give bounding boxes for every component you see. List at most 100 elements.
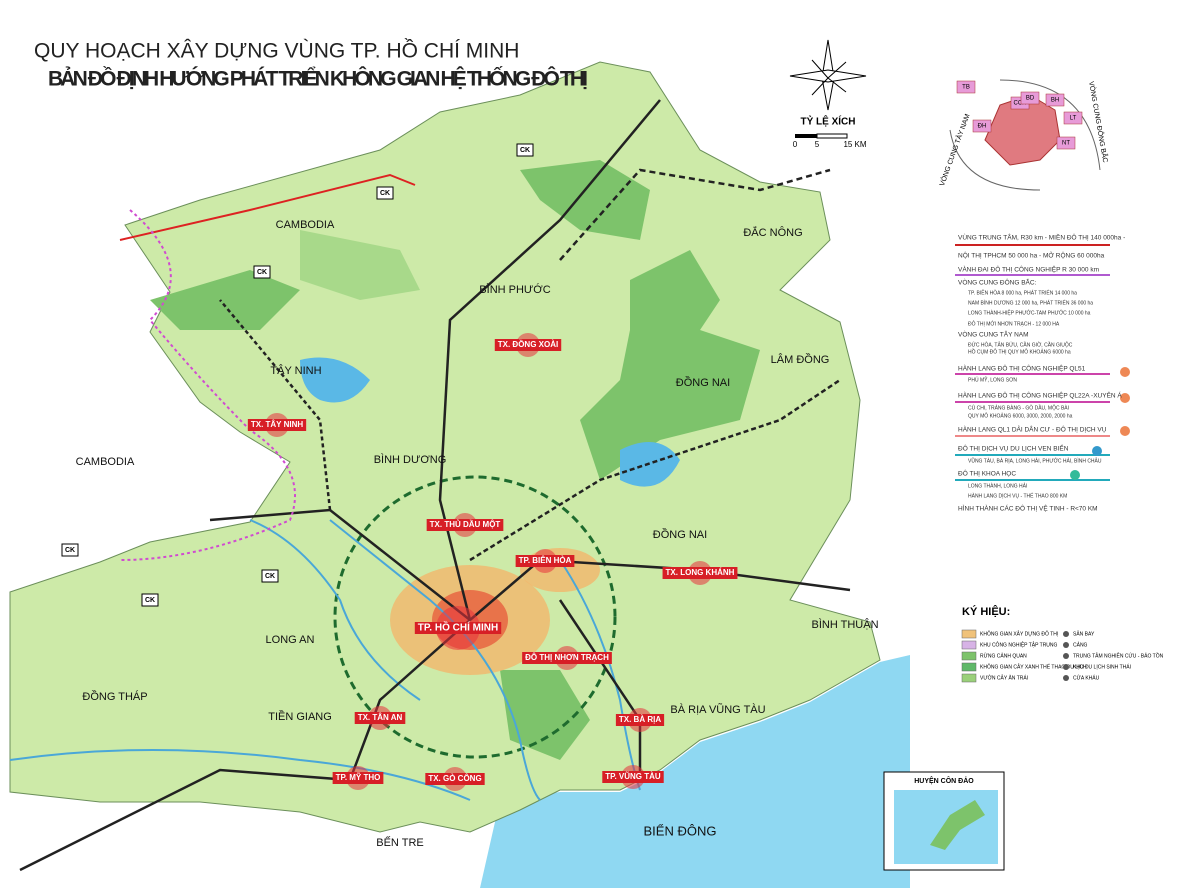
road	[219, 299, 332, 511]
note: HÀNH LANG ĐÔ THỊ CÔNG NGHIỆP QL22A -XUYÊ…	[958, 391, 1122, 400]
region-label: ĐỒNG NAI	[676, 376, 730, 389]
note: HÀNH LANG QL1 DẢI DÂN CƯ - ĐÔ THỊ DỊCH V…	[958, 425, 1107, 434]
border-gate-label: CK	[257, 269, 267, 276]
city-label: TX. ĐỒNG XOÀI	[498, 339, 558, 349]
legend-item: RỪNG CẢNH QUAN	[980, 652, 1027, 659]
city-label: TX. TÂY NINH	[251, 420, 304, 429]
legend-symbol	[1063, 631, 1069, 637]
border-gate	[376, 186, 394, 200]
border-gate-label: CK	[520, 147, 530, 154]
note-dot	[1120, 393, 1130, 403]
inset	[883, 771, 1005, 871]
note: HÌNH THÀNH CÁC ĐÔ THỊ VỆ TINH - R<70 KM	[958, 504, 1098, 513]
scale-segment	[795, 134, 817, 138]
border-gate	[141, 593, 159, 607]
city-label: TP. HỒ CHÍ MINH	[418, 621, 498, 634]
road	[469, 558, 851, 621]
legend-title: KÝ HIỆU:	[962, 605, 1010, 618]
note: PHÚ MỸ, LONG SƠN	[968, 376, 1017, 383]
note: VÒNG CUNG ĐÔNG BẮC:	[958, 278, 1037, 287]
legend-item: KHÔNG GIAN XÂY DỰNG ĐÔ THỊ	[980, 630, 1058, 637]
legend-symbol	[1063, 664, 1069, 670]
note: VÙNG TRUNG TÂM, R30 km - MIỀN ĐÔ THỊ 140…	[958, 232, 1125, 242]
diagram-node	[956, 80, 976, 94]
compass-needle	[789, 69, 867, 83]
lake	[620, 442, 680, 487]
region-label: CAMBODIA	[276, 219, 335, 231]
city-label-box	[425, 773, 485, 785]
border-gate	[516, 143, 534, 157]
border-gate-label: CK	[265, 573, 275, 580]
subtitle: BẢN ĐỒ ĐỊNH HƯỚNG PHÁT TRIỂN KHÔNG GIAN …	[48, 67, 588, 91]
inset-title: HUYỆN CÔN ĐẢO	[914, 776, 974, 785]
scale-label: TỶ LỆ XÍCH	[800, 115, 855, 128]
city-label: TP. VŨNG TÀU	[605, 772, 661, 781]
diagram-node	[972, 119, 992, 133]
region-label: BÌNH DƯƠNG	[374, 453, 447, 466]
rivers	[9, 519, 641, 801]
scale-segment	[816, 133, 848, 139]
legend-item: VƯỜN CÂY ĂN TRÁI	[980, 674, 1028, 681]
city-label-box	[615, 714, 665, 726]
road	[438, 99, 661, 621]
note: LONG THÀNH-HIỆP PHƯỚC-TAM PHƯỚC 10 000 h…	[968, 308, 1091, 316]
road	[469, 378, 841, 562]
forest	[580, 250, 760, 480]
note: HỒ CỤM ĐÔ THỊ QUY MÔ KHOẢNG 6000 ha	[968, 348, 1071, 355]
note: ĐỨC HÒA, TÂN BỬU, CẦN GIỜ, CẦN GIUỘC	[968, 341, 1073, 348]
scale-tick: 0	[793, 140, 798, 149]
legend-item: KHU CÔNG NGHIỆP TẬP TRUNG	[980, 640, 1058, 648]
road	[559, 168, 831, 261]
river	[329, 519, 541, 801]
note: QUY MÔ KHOẢNG 6000, 3000, 2000, 2000 ha	[968, 412, 1073, 419]
diagram-arc	[999, 79, 1101, 171]
city-label-box	[515, 555, 575, 567]
region-label: LONG AN	[266, 634, 315, 646]
region-label: ĐỒNG THÁP	[82, 690, 147, 703]
legend-symbol-label: SÂN BAY	[1073, 630, 1095, 637]
border-gate	[261, 569, 279, 583]
city-label-box	[332, 772, 384, 784]
city-label: TX. TÂN AN	[358, 713, 403, 722]
sea	[480, 655, 910, 888]
region-label: LÂM ĐỒNG	[771, 353, 830, 366]
forest	[150, 270, 300, 330]
scale-bar	[795, 133, 848, 139]
region-land	[9, 61, 881, 833]
note: TP. BIÊN HÒA 8 000 ha, PHÁT TRIỂN 14 000…	[968, 288, 1077, 296]
note: VÀNH ĐAI ĐÔ THỊ CÔNG NGHIỆP R 30 000 km	[958, 265, 1099, 274]
city-label-box	[426, 519, 504, 531]
river	[9, 749, 471, 801]
lake	[300, 357, 370, 403]
legend-symbol-label: TRUNG TÂM NGHIÊN CỨU - BẢO TỒN	[1073, 651, 1164, 659]
border-gate-label: CK	[145, 597, 155, 604]
city-label-box	[354, 712, 406, 724]
note: ĐÔ THỊ MỚI NHƠN TRẠCH - 12 000 HA	[968, 320, 1060, 327]
forests	[150, 160, 760, 760]
note: ĐÔ THỊ KHOA HỌC	[958, 469, 1016, 478]
diagram-label: TB	[962, 85, 970, 91]
diagram-label: LT	[1070, 116, 1077, 122]
diagram-label: BH	[1051, 98, 1059, 104]
forest	[500, 670, 590, 760]
diagram-arc	[949, 129, 1041, 191]
forest	[300, 230, 420, 300]
ring	[333, 475, 617, 759]
note-dot	[1120, 367, 1130, 377]
forest	[520, 160, 650, 240]
title: QUY HOẠCH XÂY DỰNG VÙNG TP. HỒ CHÍ MINH	[34, 39, 519, 63]
note: HÀNH LANG ĐÔ THỊ CÔNG NGHIỆP QL51	[958, 364, 1086, 373]
city-label-box	[522, 652, 612, 664]
inset-island	[930, 800, 985, 850]
region-label: BÌNH PHƯỚC	[479, 283, 550, 296]
region-label: ĐỒNG NAI	[653, 528, 707, 541]
border-gate-label: CK	[65, 547, 75, 554]
diagram-node	[1056, 136, 1076, 150]
note-dot	[1070, 470, 1080, 480]
compass	[789, 39, 867, 111]
note: VÒNG CUNG TÂY NAM	[958, 330, 1029, 339]
diagram-node	[1045, 93, 1065, 107]
region-label: ĐẮC NÔNG	[743, 226, 802, 239]
note-lines	[955, 244, 1130, 481]
